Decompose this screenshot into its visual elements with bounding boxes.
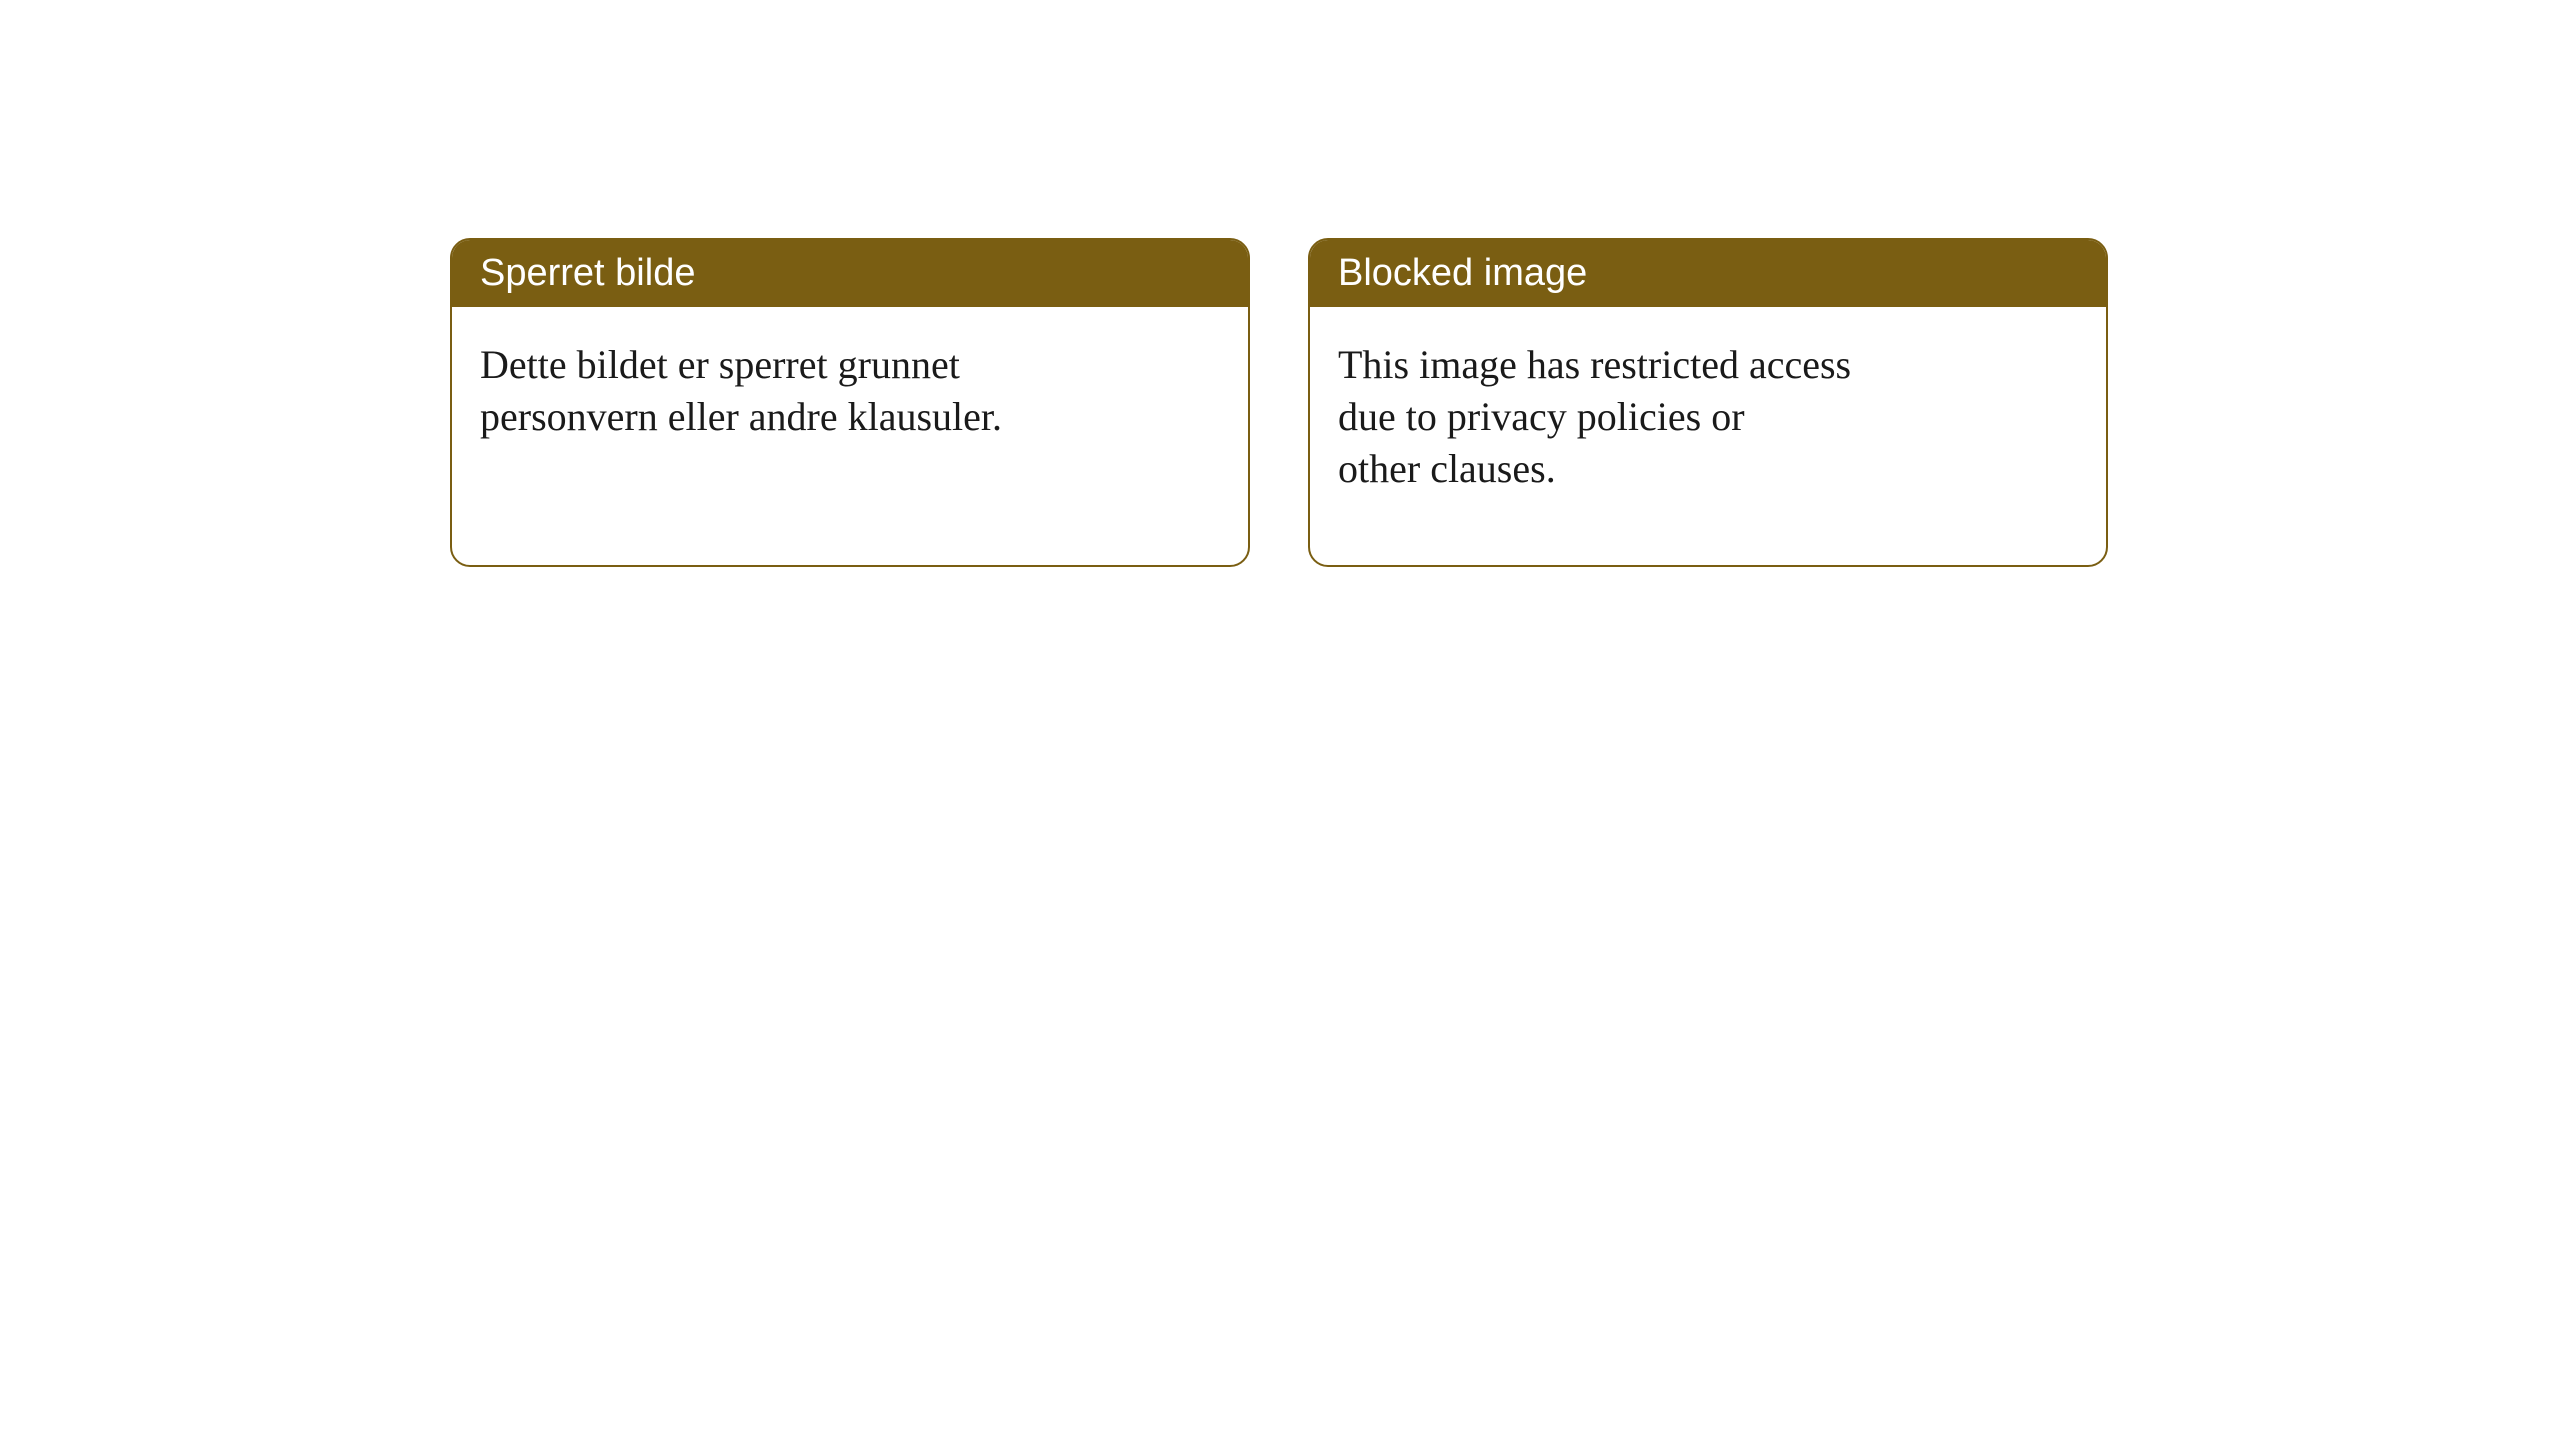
card-header-en: Blocked image (1310, 240, 2106, 307)
card-body-line-no-2: personvern eller andre klausuler. (480, 394, 1002, 439)
card-body-line-en-3: other clauses. (1338, 446, 1556, 491)
card-title-en: Blocked image (1338, 252, 1587, 294)
blocked-image-card-no: Sperret bilde Dette bildet er sperret gr… (450, 238, 1250, 567)
card-title-no: Sperret bilde (480, 252, 695, 294)
card-body-line-no-1: Dette bildet er sperret grunnet (480, 342, 960, 387)
card-body-en: This image has restricted access due to … (1310, 307, 2106, 565)
card-body-line-en-1: This image has restricted access (1338, 342, 1851, 387)
card-body-line-en-2: due to privacy policies or (1338, 394, 1745, 439)
card-header-no: Sperret bilde (452, 240, 1248, 307)
notice-cards-container: Sperret bilde Dette bildet er sperret gr… (450, 238, 2108, 567)
card-body-no: Dette bildet er sperret grunnet personve… (452, 307, 1248, 513)
blocked-image-card-en: Blocked image This image has restricted … (1308, 238, 2108, 567)
